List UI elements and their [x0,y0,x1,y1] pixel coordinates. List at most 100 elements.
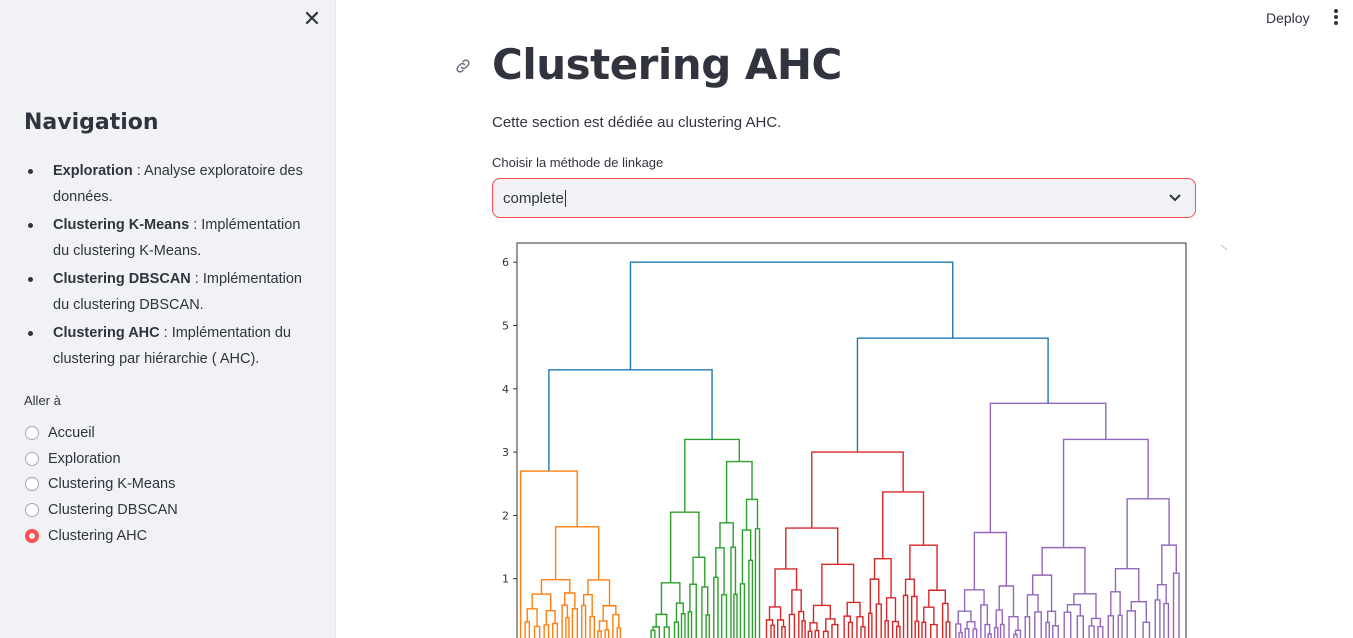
list-item-title: Exploration [53,163,133,179]
dendrogram-link [524,621,531,638]
dendrogram-link [860,626,866,638]
dendrogram-link [885,597,897,622]
list-item-text: : Analyse exploratoire des données. [53,163,303,205]
list-item-text: : Implémentation du clustering DBSCAN. [53,271,302,313]
dendrogram-link [598,620,608,631]
radio-button[interactable] [25,425,39,440]
radio-button[interactable] [25,502,39,517]
dendrogram-link [957,610,972,624]
dendrogram-link [705,614,711,638]
dendrogram-link [604,629,610,638]
link-icon[interactable] [454,57,472,75]
dendrogram-link [998,585,1015,617]
dendrogram-link [582,593,593,617]
dendrogram-link [958,631,963,638]
dendrogram-link [650,629,656,638]
radio-option-ahc[interactable]: Clustering AHC [24,523,178,549]
dendrogram-link [713,576,719,638]
dendrogram-link [1154,599,1161,638]
deploy-button[interactable]: Deploy [1266,10,1310,26]
dendrogram-link [1066,604,1081,616]
radio-option-dbscan[interactable]: Clustering DBSCAN [24,497,178,523]
dendrogram-link [1063,611,1072,638]
dendrogram-link [869,578,880,614]
linkage-select[interactable]: complete [492,178,1196,218]
dendrogram-link [1156,584,1167,604]
dendrogram-link [1161,544,1177,585]
dendrogram-link [616,627,622,638]
dendrogram-link [825,618,836,632]
dendrogram-link [1110,591,1121,616]
radio-group-label: Aller à [24,393,61,408]
radio-option-exploration[interactable]: Exploration [24,446,178,472]
radio-button-selected[interactable] [25,528,39,543]
dendrogram-link [720,594,728,638]
dendrogram-link [791,589,802,615]
radio-option-label: Accueil [48,424,95,441]
dendrogram-link [589,615,596,638]
dendrogram-link [548,369,713,472]
dendrogram-link [770,624,775,638]
dendrogram-link [972,628,978,638]
dendrogram-link [798,610,805,638]
select-value: complete [503,190,566,207]
radio-option-accueil[interactable]: Accueil [24,420,178,446]
page-radio-group: Accueil Exploration Clustering K-Means C… [24,420,178,548]
dendrogram-link [571,608,578,638]
y-tick-label: 3 [502,446,509,459]
dendrogram-link [1114,567,1140,602]
dendrogram-link [692,556,706,588]
dendrogram-link [987,633,992,638]
dendrogram-link [739,583,746,638]
dendrogram-link [545,609,556,625]
dendrogram-link [1076,615,1084,638]
dendrogram-link [867,612,873,638]
list-item-title: Clustering DBSCAN [53,271,191,287]
dendrogram-link [564,592,576,609]
radio-option-kmeans[interactable]: Clustering K-Means [24,471,178,497]
dendrogram-link [873,557,892,598]
dendrogram-link [543,624,550,638]
plot-frame [516,242,1187,638]
y-tick-label: 6 [502,256,509,269]
dendrogram-link [1107,615,1115,638]
dendrogram-link [910,595,918,638]
dendrogram-link [895,625,901,638]
dendrogram-link [882,491,925,559]
page-description: Cette section est dédiée au clustering A… [492,114,782,131]
dendrogram-link [1026,594,1039,617]
dendrogram-link [689,583,697,638]
sidebar-title: Navigation [24,110,159,135]
dendrogram-link [519,470,578,638]
dendrogram-link [680,613,686,638]
list-item: Clustering AHC : Implémentation du clust… [24,320,314,372]
close-icon[interactable]: ✕ [302,6,322,31]
radio-option-label: Clustering AHC [48,527,148,544]
dendrogram-link [973,531,1008,590]
dendrogram-link [602,605,617,621]
dendrogram-link [733,593,738,638]
dendrogram-link [687,611,693,638]
y-tick-label: 4 [502,383,509,396]
dendrogram-link [812,604,832,623]
dendrogram-link [847,621,853,638]
dendrogram-link [655,613,668,628]
vertical-dots-icon[interactable] [1328,7,1344,27]
dendrogram-link [748,559,754,638]
dendrogram-link [1041,546,1086,594]
dendrogram-link [1052,625,1059,638]
dendrogram-link [701,586,709,638]
dendrogram-link [1088,625,1095,638]
radio-button[interactable] [25,451,39,466]
radio-option-label: Clustering DBSCAN [48,501,178,518]
dendrogram-link [552,622,559,638]
dendrogram-link [669,511,700,583]
radio-button[interactable] [25,477,39,492]
dendrogram-link [684,438,741,513]
dendrogram-link [533,625,541,638]
list-item-text: : Implémentation du clustering K-Means. [53,217,301,259]
dendrogram-link [730,546,737,638]
list-item-title: Clustering K-Means [53,217,190,233]
dendrogram-link [673,621,680,638]
dendrogram-link [930,623,938,638]
